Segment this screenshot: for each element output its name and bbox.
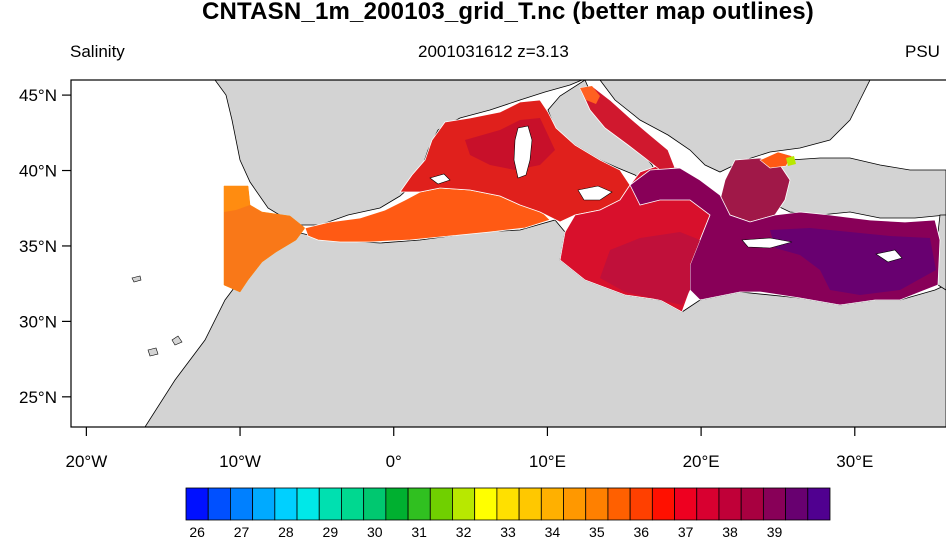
lon-tick-label: 20°E (683, 452, 720, 471)
colorbar-swatch (274, 487, 298, 521)
colorbar-swatch (563, 487, 587, 521)
colorbar-swatch (318, 487, 342, 521)
colorbar-swatch (807, 487, 831, 521)
colorbar-label: 35 (589, 524, 605, 540)
island-madeira (131, 275, 142, 283)
colorbar-swatch (651, 487, 675, 521)
colorbar-swatch (252, 487, 276, 521)
lat-tick-label: 40°N (19, 162, 57, 181)
lon-tick-label: 30°E (836, 452, 873, 471)
colorbar-swatch (207, 487, 231, 521)
salinity-tyrrhenian-deep (465, 118, 555, 170)
colorbar-swatch (474, 487, 498, 521)
colorbar-swatch (496, 487, 520, 521)
axis-ticks: 20°W 10°W 0° 10°E 20°E 30°E 45°N 40°N 35°N 30°N 25… (19, 86, 873, 471)
island-sicily (577, 185, 613, 201)
lat-tick-label: 45°N (19, 86, 57, 105)
map-plot-area (71, 80, 946, 427)
colorbar-label: 28 (278, 524, 294, 540)
colorbar-swatch (629, 487, 653, 521)
colorbar-swatch (385, 487, 409, 521)
island-canary-1 (147, 347, 159, 357)
colorbar-label: 27 (234, 524, 250, 540)
colorbar-label: 26 (189, 524, 205, 540)
colorbar-swatch (607, 487, 631, 521)
colorbar-swatch (696, 487, 720, 521)
colorbar-swatch (740, 487, 764, 521)
variable-label: Salinity (70, 42, 125, 61)
lat-tick-label: 25°N (19, 388, 57, 407)
colorbar-swatch (518, 487, 542, 521)
colorbar-swatch (585, 487, 609, 521)
colorbar-label: 37 (678, 524, 694, 540)
colorbar-swatch (407, 487, 431, 521)
island-crete (741, 237, 793, 249)
island-canary-2 (171, 335, 183, 346)
colorbar: 26 27 28 29 30 31 32 33 34 35 36 37 38 39 (185, 487, 831, 540)
salinity-levantine (770, 228, 936, 295)
colorbar-swatch (452, 487, 476, 521)
map-frame (70, 79, 946, 428)
colorbar-swatch (363, 487, 387, 521)
lat-tick-label: 30°N (19, 312, 57, 331)
colorbar-swatch (674, 487, 698, 521)
salinity-black-sea-low (786, 156, 796, 166)
plot-title: CNTASN_1m_200103_grid_T.nc (better map o… (201, 0, 814, 25)
colorbar-swatch (185, 487, 209, 521)
lon-tick-label: 20°W (65, 452, 107, 471)
colorbar-label: 34 (545, 524, 561, 540)
salinity-adriatic-north (580, 86, 600, 104)
colorbar-label: 39 (767, 524, 783, 540)
colorbar-label: 38 (722, 524, 738, 540)
salinity-atlantic-north (224, 186, 250, 212)
colorbar-swatch (540, 487, 564, 521)
lon-tick-label: 10°E (529, 452, 566, 471)
lon-tick-label: 0° (386, 452, 402, 471)
colorbar-label: 36 (633, 524, 649, 540)
colorbar-label: 30 (367, 524, 383, 540)
colorbar-swatch (429, 487, 453, 521)
colorbar-label: 31 (411, 524, 427, 540)
colorbar-label: 32 (456, 524, 472, 540)
island-cyprus (875, 249, 903, 263)
colorbar-swatch (296, 487, 320, 521)
colorbar-label: 33 (500, 524, 516, 540)
colorbar-label: 29 (323, 524, 339, 540)
lat-tick-label: 35°N (19, 237, 57, 256)
salinity-libyan (600, 232, 700, 305)
land-mass (214, 80, 583, 226)
lon-tick-label: 10°W (219, 452, 261, 471)
colorbar-swatch (762, 487, 786, 521)
time-depth-label: 2001031612 z=3.13 (418, 42, 569, 61)
island-balearic (429, 173, 451, 185)
colorbar-swatch (230, 487, 254, 521)
colorbar-swatch (785, 487, 809, 521)
units-label: PSU (905, 42, 940, 61)
island-corsica-sardinia (513, 125, 533, 179)
colorbar-swatch (341, 487, 365, 521)
colorbar-swatch (718, 487, 742, 521)
